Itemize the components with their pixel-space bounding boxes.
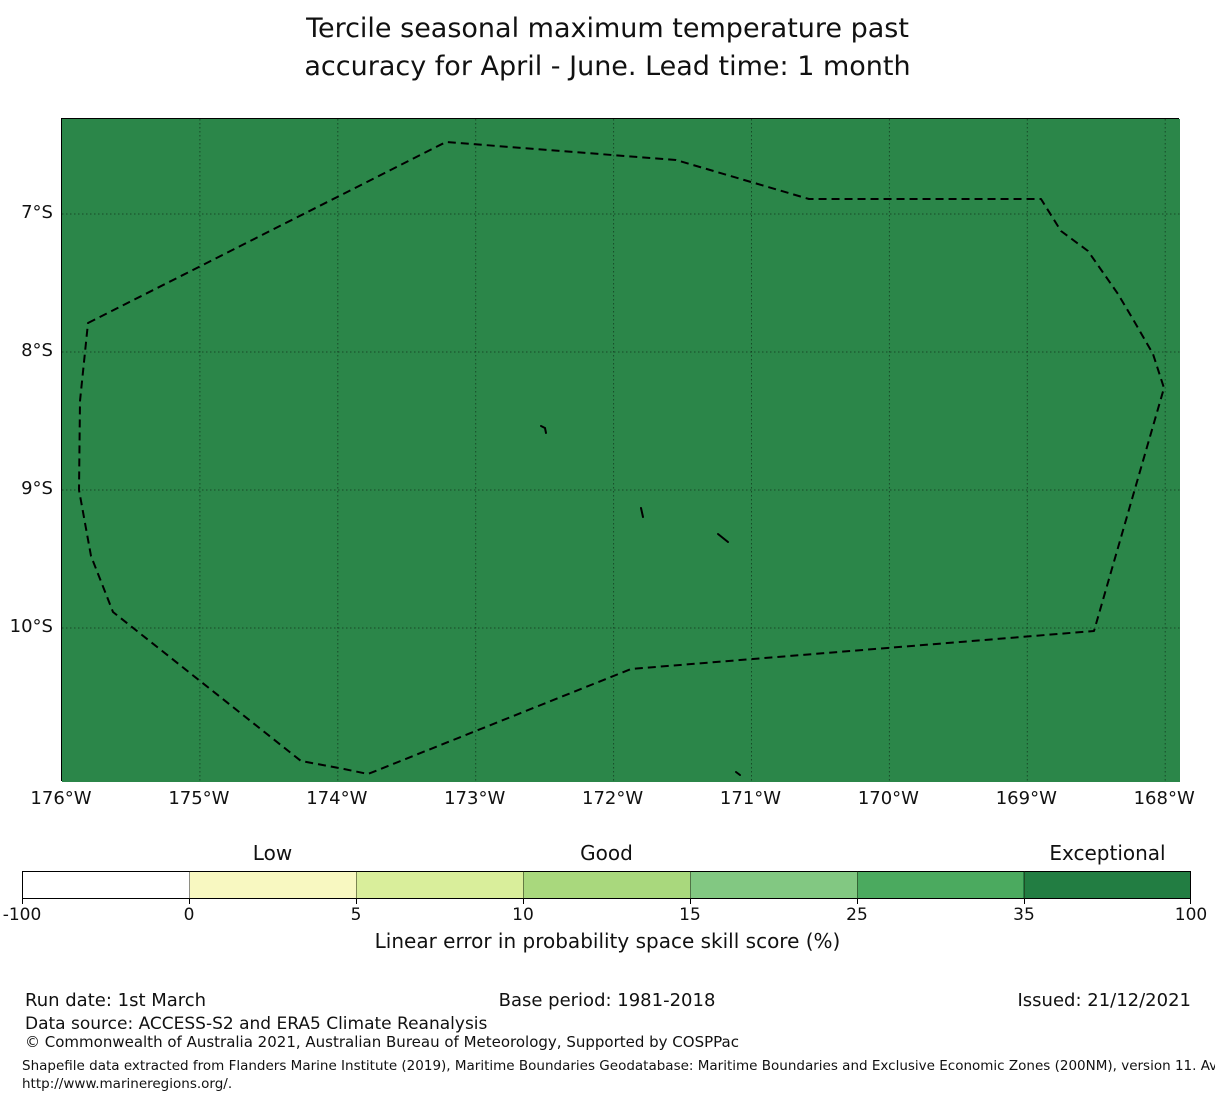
x-tick-label: 170°W — [857, 788, 919, 809]
colorbar: -100 0 5 10 15 25 35 100 — [3, 871, 1207, 925]
y-tick-label: 10°S — [9, 616, 53, 637]
colorbar-segment — [689, 872, 857, 898]
colorbar-tick-label: 10 — [512, 905, 534, 925]
colorbar-tick-label: 15 — [679, 905, 701, 925]
colorbar-segment — [856, 872, 1024, 898]
chart-title: Tercile seasonal maximum temperature pas… — [0, 10, 1215, 86]
colorbar-tick-mark — [857, 899, 858, 904]
island-mark — [540, 425, 547, 434]
island-mark — [640, 507, 644, 518]
chart-title-line1: Tercile seasonal maximum temperature pas… — [306, 13, 909, 44]
x-tick-label: 173°W — [444, 788, 506, 809]
issued-date-text: Issued: 21/12/2021 — [1017, 990, 1191, 1011]
map-plot-area — [61, 118, 1180, 782]
data-source-text: Data source: ACCESS-S2 and ERA5 Climate … — [25, 1014, 488, 1034]
colorbar-tick-mark — [1024, 899, 1025, 904]
shapefile-attribution-line1: Shapefile data extracted from Flanders M… — [22, 1058, 1215, 1074]
colorbar-segment-divider — [356, 871, 357, 899]
colorbar-category-label-low: Low — [252, 841, 293, 865]
shapefile-attribution-url: http://www.marineregions.org/. — [22, 1076, 233, 1092]
colorbar-segment — [356, 872, 524, 898]
colorbar-tick-mark — [1190, 899, 1191, 904]
island-mark — [735, 771, 741, 776]
colorbar-axis-label: Linear error in probability space skill … — [374, 929, 841, 953]
x-tick-label: 174°W — [306, 788, 368, 809]
colorbar-segment — [23, 872, 190, 898]
colorbar-tick-label: 0 — [183, 905, 195, 925]
copyright-text: © Commonwealth of Australia 2021, Austra… — [25, 1033, 739, 1051]
colorbar-tick-label: 25 — [846, 905, 868, 925]
eez-boundary-outline — [78, 141, 1165, 775]
colorbar-tick-label: 5 — [350, 905, 362, 925]
x-tick-label: 172°W — [582, 788, 644, 809]
colorbar-tick-label: -100 — [2, 905, 42, 925]
y-tick-label: 7°S — [21, 202, 53, 223]
colorbar-tick-mark — [189, 899, 190, 904]
colorbar-segment-divider — [1024, 871, 1025, 899]
x-tick-label: 171°W — [719, 788, 782, 809]
run-date-text: Run date: 1st March — [25, 990, 207, 1011]
chart-title-line2: accuracy for April - June. Lead time: 1 … — [304, 51, 911, 82]
colorbar-category-label-good: Good — [580, 841, 633, 865]
colorbar-tick-label: 35 — [1013, 905, 1035, 925]
map-svg — [62, 119, 1180, 782]
colorbar-tick-mark — [356, 899, 357, 904]
colorbar-tick-mark — [690, 899, 691, 904]
base-period-text: Base period: 1981-2018 — [498, 990, 716, 1011]
colorbar-segment-divider — [857, 871, 858, 899]
colorbar-segment — [189, 872, 357, 898]
colorbar-segment-divider — [189, 871, 190, 899]
colorbar-segment-divider — [523, 871, 524, 899]
colorbar-segment-divider — [690, 871, 691, 899]
colorbar-segments — [22, 871, 1191, 899]
y-tick-label: 8°S — [21, 340, 53, 361]
island-mark — [717, 533, 729, 543]
y-tick-label: 9°S — [21, 478, 53, 499]
colorbar-tick-mark — [22, 899, 23, 904]
colorbar-tick-mark — [523, 899, 524, 904]
map-fill — [62, 119, 1180, 782]
x-tick-label: 176°W — [30, 788, 92, 809]
colorbar-category-label-exceptional: Exceptional — [1049, 841, 1166, 865]
colorbar-tick-label: 100 — [1174, 905, 1208, 925]
x-tick-label: 168°W — [1133, 788, 1195, 809]
x-tick-label: 169°W — [995, 788, 1057, 809]
colorbar-segment — [523, 872, 690, 898]
colorbar-segment — [1023, 872, 1191, 898]
x-tick-label: 175°W — [168, 788, 230, 809]
